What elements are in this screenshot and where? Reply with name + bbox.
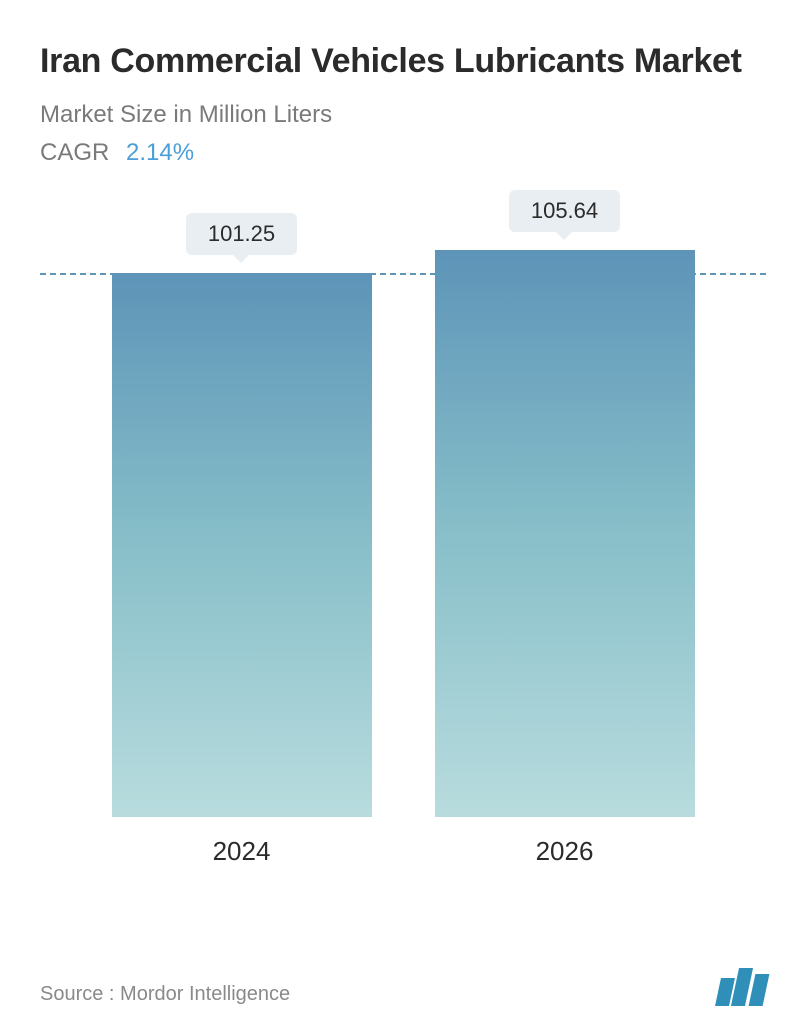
bar-group: 101.25: [112, 273, 372, 816]
value-badge: 101.25: [186, 213, 297, 255]
mordor-logo-icon: [718, 968, 766, 1006]
bar: [112, 273, 372, 816]
bars-container: 101.25105.64: [40, 227, 766, 817]
chart-area: 101.25105.64 2024 2026: [40, 227, 766, 867]
x-axis-labels: 2024 2026: [40, 836, 766, 867]
cagr-line: CAGR 2.14%: [40, 139, 766, 167]
chart-subtitle: Market Size in Million Liters: [40, 101, 766, 129]
cagr-value: 2.14%: [126, 139, 194, 166]
logo-bar: [749, 974, 770, 1006]
x-axis-label: 2024: [112, 836, 372, 867]
cagr-label: CAGR: [40, 139, 109, 166]
footer: Source : Mordor Intelligence: [40, 968, 766, 1006]
bar: [435, 250, 695, 817]
x-axis-label: 2026: [435, 836, 695, 867]
value-badge: 105.64: [509, 190, 620, 232]
chart-title: Iran Commercial Vehicles Lubricants Mark…: [40, 40, 766, 83]
bar-group: 105.64: [435, 250, 695, 817]
source-attribution: Source : Mordor Intelligence: [40, 983, 290, 1006]
source-label: Source :: [40, 983, 114, 1005]
source-name: Mordor Intelligence: [120, 983, 290, 1005]
